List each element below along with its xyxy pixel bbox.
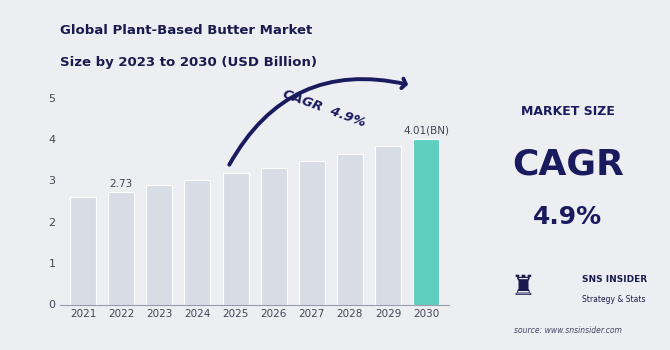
Text: CAGR  4.9%: CAGR 4.9% (281, 88, 368, 130)
Text: Size by 2023 to 2030 (USD Billion): Size by 2023 to 2030 (USD Billion) (60, 56, 318, 69)
Text: SNS INSIDER: SNS INSIDER (582, 275, 647, 285)
Text: source: www.snsinsider.com: source: www.snsinsider.com (514, 326, 622, 335)
Bar (222, 173, 249, 304)
Bar (261, 168, 287, 304)
Bar (413, 139, 439, 304)
Bar (299, 161, 325, 304)
Bar (109, 191, 134, 304)
Text: ♜: ♜ (511, 273, 535, 301)
Text: Strategy & Stats: Strategy & Stats (582, 295, 646, 304)
Bar (375, 147, 401, 304)
Text: CAGR: CAGR (512, 147, 624, 182)
Bar (184, 180, 210, 304)
Bar (337, 154, 362, 304)
Text: Global Plant-Based Butter Market: Global Plant-Based Butter Market (60, 25, 312, 37)
Text: 4.9%: 4.9% (533, 205, 602, 229)
Text: 2.73: 2.73 (110, 179, 133, 189)
Bar (147, 184, 172, 304)
Bar (70, 197, 96, 304)
Text: 4.01(BN): 4.01(BN) (403, 126, 449, 136)
Text: MARKET SIZE: MARKET SIZE (521, 105, 615, 119)
